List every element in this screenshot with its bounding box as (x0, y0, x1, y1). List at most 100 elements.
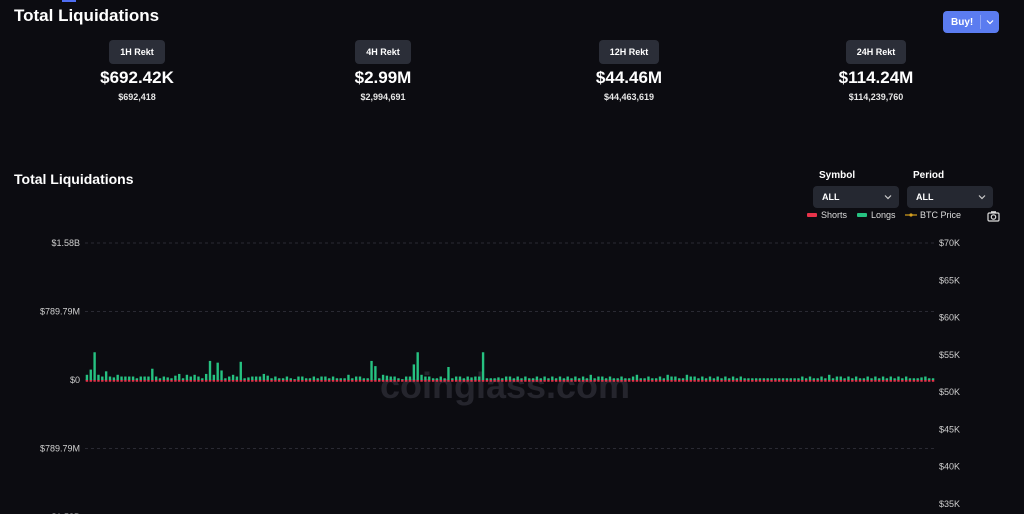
long-bar[interactable] (458, 376, 462, 380)
short-bar[interactable] (754, 380, 758, 382)
long-bar[interactable] (543, 376, 546, 380)
long-bar[interactable] (666, 374, 669, 380)
long-bar[interactable] (289, 378, 292, 380)
short-bar[interactable] (101, 380, 104, 382)
short-bar[interactable] (543, 380, 546, 382)
long-bar[interactable] (535, 376, 539, 380)
long-bar[interactable] (324, 376, 327, 380)
short-bar[interactable] (251, 380, 254, 382)
long-bar[interactable] (620, 376, 623, 380)
long-bar[interactable] (858, 378, 862, 380)
short-bar[interactable] (770, 380, 773, 382)
long-bar[interactable] (497, 377, 500, 380)
long-bar[interactable] (316, 378, 319, 380)
long-bar[interactable] (616, 378, 619, 380)
short-bar[interactable] (470, 380, 473, 382)
short-bar[interactable] (685, 380, 689, 382)
short-bar[interactable] (647, 380, 650, 382)
short-bar[interactable] (166, 380, 169, 382)
long-bar[interactable] (462, 378, 466, 380)
long-bar[interactable] (851, 378, 854, 380)
long-bar[interactable] (293, 379, 296, 380)
long-bar[interactable] (358, 376, 362, 380)
short-bar[interactable] (89, 380, 92, 382)
short-bar[interactable] (254, 380, 258, 382)
long-bar[interactable] (351, 378, 354, 380)
short-bar[interactable] (758, 380, 762, 382)
long-bar[interactable] (874, 376, 877, 380)
long-bar[interactable] (131, 376, 135, 380)
short-bar[interactable] (343, 380, 346, 382)
long-bar[interactable] (258, 376, 262, 380)
short-bar[interactable] (493, 380, 496, 382)
short-bar[interactable] (885, 380, 889, 382)
short-bar[interactable] (324, 380, 327, 382)
long-bar[interactable] (704, 378, 708, 380)
short-bar[interactable] (320, 380, 323, 382)
short-bar[interactable] (374, 380, 377, 382)
long-bar[interactable] (693, 376, 696, 380)
short-bar[interactable] (351, 380, 354, 382)
long-bar[interactable] (301, 376, 304, 380)
long-bar[interactable] (128, 376, 131, 380)
short-bar[interactable] (662, 380, 666, 382)
short-bar[interactable] (151, 380, 154, 382)
long-bar[interactable] (262, 373, 266, 380)
short-bar[interactable] (862, 380, 866, 382)
long-bar[interactable] (824, 378, 827, 380)
short-bar[interactable] (216, 380, 219, 382)
long-bar[interactable] (928, 378, 931, 380)
short-bar[interactable] (820, 380, 823, 382)
long-bar[interactable] (158, 378, 162, 380)
short-bar[interactable] (408, 380, 412, 382)
short-bar[interactable] (301, 380, 304, 382)
short-bar[interactable] (362, 380, 366, 382)
long-bar[interactable] (112, 377, 116, 380)
long-bar[interactable] (804, 378, 808, 380)
short-bar[interactable] (224, 380, 227, 382)
short-bar[interactable] (816, 380, 819, 382)
long-bar[interactable] (154, 376, 158, 380)
long-bar[interactable] (393, 376, 396, 380)
short-bar[interactable] (108, 380, 112, 382)
short-bar[interactable] (785, 380, 789, 382)
short-bar[interactable] (916, 380, 919, 382)
short-bar[interactable] (501, 380, 504, 382)
short-bar[interactable] (316, 380, 319, 382)
short-bar[interactable] (428, 380, 431, 382)
short-bar[interactable] (258, 380, 262, 382)
long-bar[interactable] (366, 378, 369, 380)
long-bar[interactable] (508, 376, 512, 380)
long-bar[interactable] (285, 376, 289, 380)
long-bar[interactable] (116, 374, 119, 380)
short-bar[interactable] (566, 380, 569, 382)
long-bar[interactable] (239, 361, 242, 380)
short-bar[interactable] (308, 380, 312, 382)
short-bar[interactable] (693, 380, 696, 382)
short-bar[interactable] (435, 380, 439, 382)
short-bar[interactable] (331, 380, 335, 382)
period-select[interactable]: ALL (907, 186, 993, 208)
short-bar[interactable] (828, 380, 831, 382)
long-bar[interactable] (735, 378, 739, 380)
long-bar[interactable] (174, 375, 177, 380)
long-bar[interactable] (562, 378, 566, 380)
short-bar[interactable] (704, 380, 708, 382)
short-bar[interactable] (866, 380, 869, 382)
long-bar[interactable] (231, 374, 235, 380)
short-bar[interactable] (385, 380, 389, 382)
short-bar[interactable] (831, 380, 835, 382)
long-bar[interactable] (716, 376, 719, 380)
short-bar[interactable] (312, 380, 316, 382)
long-bar[interactable] (254, 376, 258, 380)
long-bar[interactable] (489, 378, 492, 380)
short-bar[interactable] (424, 380, 427, 382)
short-bar[interactable] (201, 380, 204, 382)
long-bar[interactable] (339, 378, 342, 380)
short-bar[interactable] (681, 380, 685, 382)
short-bar[interactable] (878, 380, 881, 382)
long-bar[interactable] (870, 378, 873, 380)
long-bar[interactable] (670, 376, 673, 380)
short-bar[interactable] (789, 380, 792, 382)
short-bar[interactable] (401, 380, 404, 382)
